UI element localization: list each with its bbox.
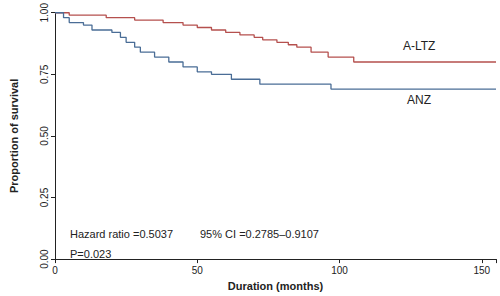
svg-text:0.75: 0.75	[39, 64, 50, 84]
svg-text:0: 0	[52, 265, 58, 276]
svg-text:0.00: 0.00	[39, 249, 50, 269]
svg-text:0.25: 0.25	[39, 187, 50, 207]
svg-text:Proportion of survival: Proportion of survival	[8, 79, 20, 193]
svg-text:Hazard ratio =0.5037: Hazard ratio =0.5037	[70, 228, 173, 240]
svg-text:150: 150	[473, 265, 490, 276]
svg-text:100: 100	[331, 265, 348, 276]
svg-text:1.00: 1.00	[39, 3, 50, 23]
svg-text:P=0.023: P=0.023	[70, 248, 111, 260]
svg-text:A-LTZ: A-LTZ	[403, 39, 435, 53]
svg-text:95% CI =0.2785–0.9107: 95% CI =0.2785–0.9107	[200, 228, 319, 240]
svg-text:50: 50	[192, 265, 204, 276]
svg-text:ANZ: ANZ	[407, 93, 431, 107]
svg-text:0.50: 0.50	[39, 126, 50, 146]
svg-text:Duration (months): Duration (months)	[228, 280, 324, 292]
